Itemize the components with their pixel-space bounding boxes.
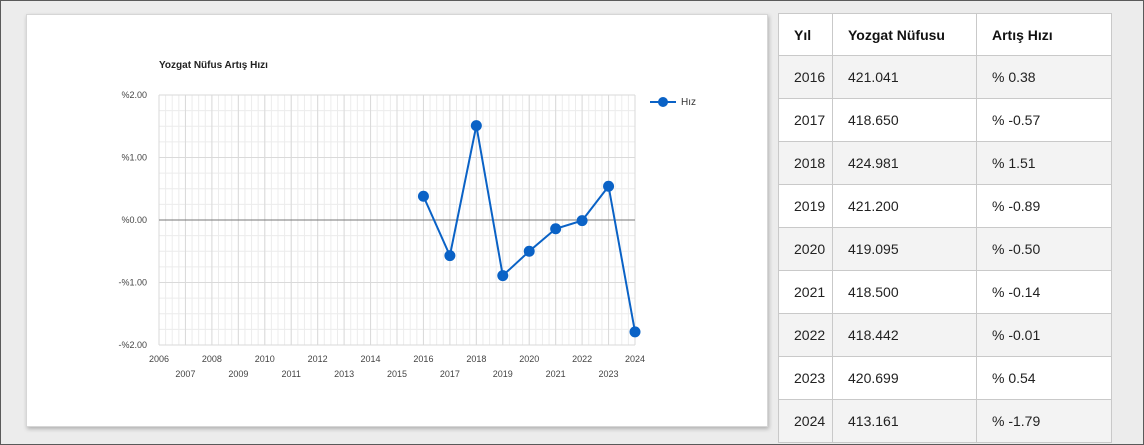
legend-label: Hız: [681, 96, 696, 108]
table-row: 2018 424.981% 1.51: [778, 141, 1112, 185]
x-tick-label: 2020: [519, 354, 539, 364]
x-tick-label: 2023: [599, 369, 619, 379]
data-point: [470, 120, 482, 132]
data-point: [603, 180, 615, 192]
table-row: 2020 419.095% -0.50: [778, 227, 1112, 271]
cell-growth-rate: % -0.50: [976, 227, 1112, 271]
header-growth-rate: Artış Hızı: [976, 13, 1112, 56]
chart-card: Yozgat Nüfus Artış Hızı %2.00 %1.00 %0.00 -…: [26, 14, 768, 427]
cell-population: 418.650: [832, 98, 977, 142]
x-tick-label: 2012: [308, 354, 328, 364]
y-tick-label: -%1.00: [118, 278, 147, 288]
table-row: 2021 418.500% -0.14: [778, 270, 1112, 314]
table-row: 2019 421.200% -0.89: [778, 184, 1112, 228]
x-tick-label: 2014: [361, 354, 381, 364]
y-tick-label: %2.00: [121, 90, 147, 100]
x-tick-label: 2018: [466, 354, 486, 364]
cell-year: 2017: [778, 98, 833, 142]
cell-growth-rate: % 0.38: [976, 55, 1112, 99]
legend-marker: [650, 95, 676, 109]
cell-year: 2018: [778, 141, 833, 185]
x-tick-label: 2007: [175, 369, 195, 379]
cell-growth-rate: % -0.57: [976, 98, 1112, 142]
header-year: Yıl: [778, 13, 833, 56]
chart-title: Yozgat Nüfus Artış Hızı: [159, 60, 268, 71]
cell-growth-rate: % -0.01: [976, 313, 1112, 357]
cell-population: 418.500: [832, 270, 977, 314]
x-tick-label: 2013: [334, 369, 354, 379]
cell-year: 2024: [778, 399, 833, 443]
cell-year: 2021: [778, 270, 833, 314]
x-tick-label: 2022: [572, 354, 592, 364]
x-tick-label: 2006: [149, 354, 169, 364]
x-tick-label: 2010: [255, 354, 275, 364]
cell-growth-rate: % 0.54: [976, 356, 1112, 400]
data-point: [576, 215, 588, 227]
y-tick-label: %1.00: [121, 153, 147, 163]
x-tick-label: 2015: [387, 369, 407, 379]
data-point: [523, 245, 535, 257]
table-header-row: Yıl Yozgat Nüfusu Artış Hızı: [778, 13, 1112, 56]
header-population: Yozgat Nüfusu: [832, 13, 977, 56]
data-point: [550, 223, 562, 235]
table-row: 2016 421.041% 0.38: [778, 55, 1112, 99]
data-point: [629, 326, 641, 338]
table-row: 2024 413.161% -1.79: [778, 399, 1112, 443]
cell-growth-rate: % -0.89: [976, 184, 1112, 228]
x-tick-label: 2019: [493, 369, 513, 379]
cell-population: 424.981: [832, 141, 977, 185]
x-tick-label: 2009: [228, 369, 248, 379]
x-tick-label: 2011: [282, 369, 301, 379]
x-tick-label: 2021: [546, 369, 566, 379]
cell-population: 418.442: [832, 313, 977, 357]
x-tick-label: 2024: [625, 354, 645, 364]
cell-growth-rate: % -0.14: [976, 270, 1112, 314]
table-row: 2017 418.650% -0.57: [778, 98, 1112, 142]
y-tick-label: %0.00: [121, 215, 147, 225]
cell-year: 2016: [778, 55, 833, 99]
table-row: 2023 420.699% 0.54: [778, 356, 1112, 400]
cell-population: 420.699: [832, 356, 977, 400]
cell-year: 2019: [778, 184, 833, 228]
cell-population: 421.200: [832, 184, 977, 228]
cell-year: 2023: [778, 356, 833, 400]
population-table: Yıl Yozgat Nüfusu Artış Hızı 2016 421.041…: [778, 13, 1112, 443]
data-point: [497, 270, 509, 282]
data-point: [417, 190, 429, 202]
data-point: [444, 250, 456, 262]
table-row: 2022 418.442% -0.01: [778, 313, 1112, 357]
x-tick-label: 2017: [440, 369, 460, 379]
cell-year: 2022: [778, 313, 833, 357]
cell-population: 419.095: [832, 227, 977, 271]
legend: Hız: [650, 95, 696, 109]
y-tick-label: -%2.00: [118, 340, 147, 350]
cell-population: 421.041: [832, 55, 977, 99]
x-tick-label: 2008: [202, 354, 222, 364]
cell-population: 413.161: [832, 399, 977, 443]
cell-growth-rate: % 1.51: [976, 141, 1112, 185]
x-tick-label: 2016: [413, 354, 433, 364]
cell-growth-rate: % -1.79: [976, 399, 1112, 443]
cell-year: 2020: [778, 227, 833, 271]
